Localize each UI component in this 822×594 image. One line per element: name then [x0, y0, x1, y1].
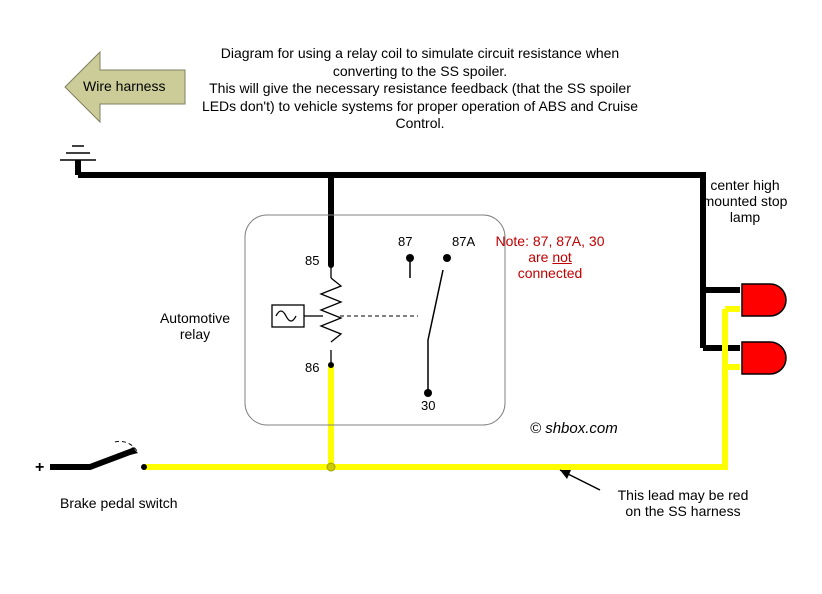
pin-86-label: 86: [305, 360, 319, 375]
relay-coil-driver: [272, 305, 304, 327]
lead-note: This lead may be red on the SS harness: [608, 487, 758, 519]
plus-sign: +: [35, 459, 44, 477]
led-lamp-2: [742, 342, 786, 374]
credit-text: © shbox.com: [530, 420, 618, 437]
pin-87-label: 87: [398, 234, 412, 249]
sw-arm: [90, 450, 135, 467]
pin86-dot: [328, 362, 334, 368]
description-text: Diagram for using a relay coil to simula…: [200, 45, 640, 133]
relay-coil-resistor: [316, 265, 341, 365]
ground-wire: [78, 175, 703, 288]
note-part2: connected: [518, 265, 583, 281]
diagram-container: { "description": "Diagram for using a re…: [0, 0, 822, 594]
note-part1: Note: 87, 87A, 30 are: [496, 233, 605, 265]
yellow-junction: [327, 463, 335, 471]
pin-30-label: 30: [421, 398, 435, 413]
led-lamp-1: [742, 284, 786, 316]
ground-symbol: [60, 146, 96, 175]
relay-contacts: [406, 254, 451, 397]
chmls-label: center high mounted stop lamp: [690, 177, 800, 225]
pin85-dot: [328, 262, 334, 268]
sw-contact-l: [87, 464, 93, 470]
note-not-connected: Note: 87, 87A, 30 are not connected: [495, 233, 605, 281]
relay-label: Automotive relay: [150, 310, 240, 342]
brake-switch-label: Brake pedal switch: [60, 495, 178, 511]
note-underline: not: [552, 249, 571, 265]
pin-87a-label: 87A: [452, 234, 475, 249]
pin-85-label: 85: [305, 253, 319, 268]
sw-contact-r: [141, 464, 147, 470]
wire-harness-label: Wire harness: [83, 78, 165, 94]
